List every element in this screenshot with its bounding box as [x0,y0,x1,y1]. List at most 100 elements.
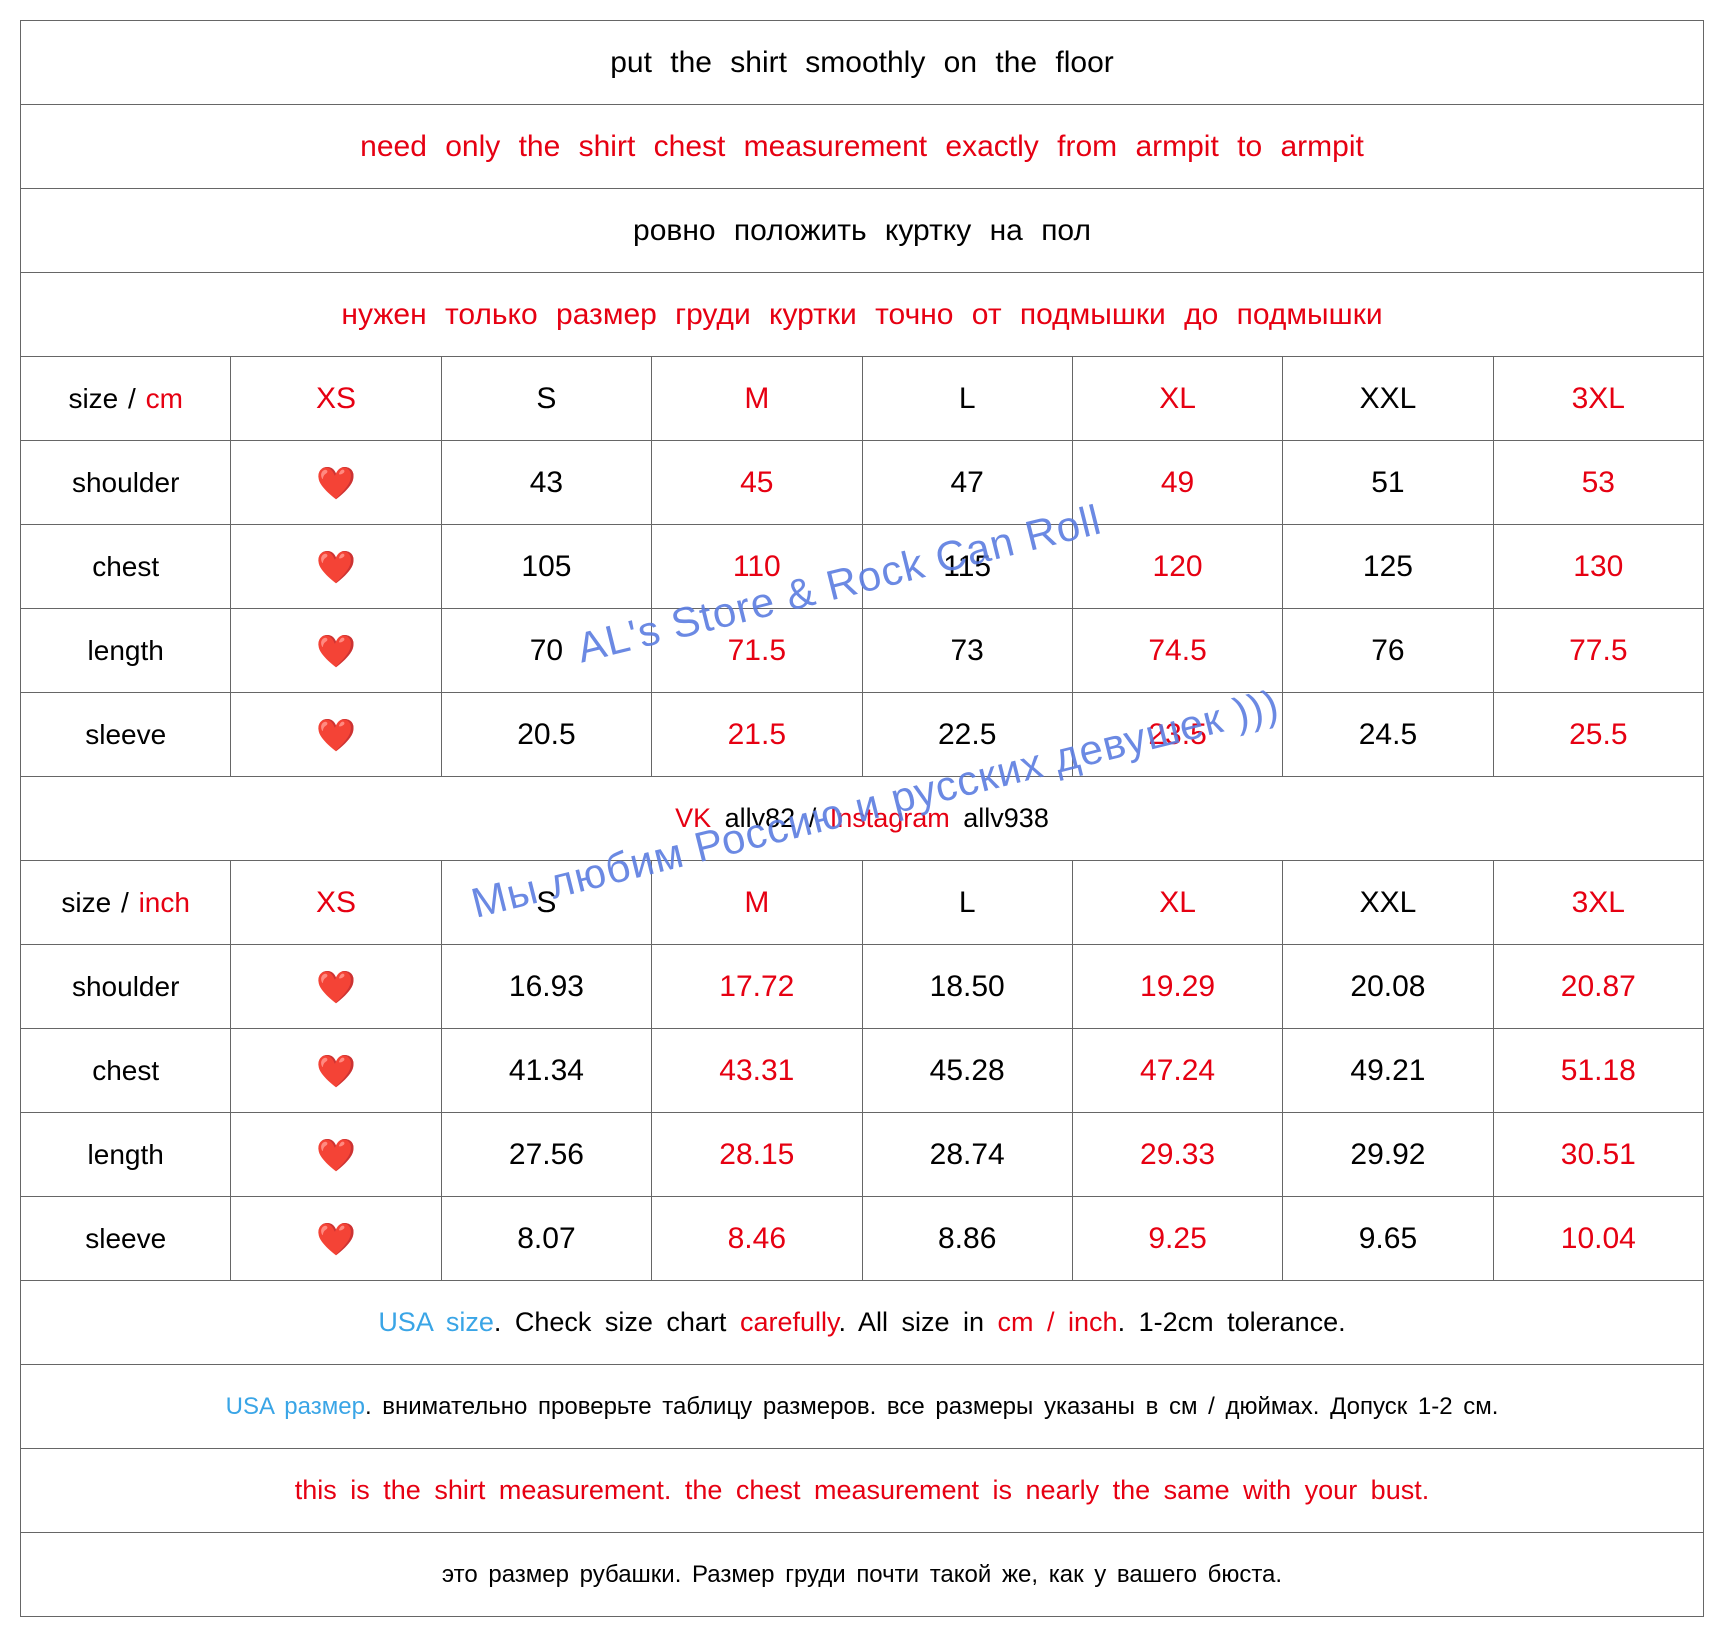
vk-handle: allv82 / [711,803,830,833]
size-s: S [441,861,651,945]
cm-sleeve-xxl: 24.5 [1283,693,1493,777]
cm-chest-s: 105 [441,525,651,609]
heart-icon: ❤️ [231,1197,441,1281]
size-3xl: 3XL [1493,861,1703,945]
cm-shoulder-xl: 49 [1072,441,1282,525]
heart-icon: ❤️ [231,1113,441,1197]
cm-sleeve-row: sleeve ❤️ 20.5 21.5 22.5 23.5 24.5 25.5 [21,693,1704,777]
heart-icon: ❤️ [231,945,441,1029]
inch-chest-xxl: 49.21 [1283,1029,1493,1113]
footer-part: . 1-2cm tolerance. [1118,1307,1346,1337]
header-row-3: ровно положить куртку на пол [21,189,1704,273]
inch-chest-s: 41.34 [441,1029,651,1113]
inch-sleeve-s: 8.07 [441,1197,651,1281]
size-l: L [862,861,1072,945]
inch-chest-m: 43.31 [652,1029,862,1113]
cm-size-label: size / cm [21,357,231,441]
instagram-label: Instagram [830,803,950,833]
cm-sleeve-xl: 23.5 [1072,693,1282,777]
cm-length-l: 73 [862,609,1072,693]
heart-icon: ❤️ [231,525,441,609]
inch-chest-3xl: 51.18 [1493,1029,1703,1113]
inch-shoulder-row: shoulder ❤️ 16.93 17.72 18.50 19.29 20.0… [21,945,1704,1029]
inch-length-s: 27.56 [441,1113,651,1197]
size-xs: XS [231,357,441,441]
cm-length-xl: 74.5 [1072,609,1282,693]
vk-label: VK [675,803,711,833]
social-row: VK allv82 / Instagram allv938 [21,777,1704,861]
cm-shoulder-l: 47 [862,441,1072,525]
cm-chest-l: 115 [862,525,1072,609]
size-xl: XL [1072,357,1282,441]
cm-sleeve-3xl: 25.5 [1493,693,1703,777]
inch-chest-row: chest ❤️ 41.34 43.31 45.28 47.24 49.21 5… [21,1029,1704,1113]
inch-sleeve-l: 8.86 [862,1197,1072,1281]
row-label-shoulder: shoulder [21,945,231,1029]
inch-shoulder-xxl: 20.08 [1283,945,1493,1029]
footer-usa-en: USA size. Check size chart carefully. Al… [21,1281,1704,1365]
size-xxl: XXL [1283,357,1493,441]
footer-part: . All size in [838,1307,997,1337]
cm-length-m: 71.5 [652,609,862,693]
size-s: S [441,357,651,441]
cm-sleeve-m: 21.5 [652,693,862,777]
cm-shoulder-row: shoulder ❤️ 43 45 47 49 51 53 [21,441,1704,525]
size-l: L [862,357,1072,441]
row-label-length: length [21,1113,231,1197]
row-label-length: length [21,609,231,693]
inch-sleeve-xxl: 9.65 [1283,1197,1493,1281]
cm-sleeve-s: 20.5 [441,693,651,777]
footer-carefully: carefully [740,1307,839,1337]
cm-unit: cm [146,383,183,414]
header-row-1: put the shirt smoothly on the floor [21,21,1704,105]
cm-shoulder-xxl: 51 [1283,441,1493,525]
size-m: M [652,861,862,945]
instagram-handle: allv938 [950,803,1049,833]
row-label-chest: chest [21,1029,231,1113]
row-label-chest: chest [21,525,231,609]
footer-shirt-en: this is the shirt measurement. the chest… [21,1449,1704,1533]
row-label-sleeve: sleeve [21,1197,231,1281]
inch-shoulder-m: 17.72 [652,945,862,1029]
inch-size-header-row: size / inch XS S M L XL XXL 3XL [21,861,1704,945]
inch-unit: inch [139,887,190,918]
cm-size-header-row: size / cm XS S M L XL XXL 3XL [21,357,1704,441]
size-3xl: 3XL [1493,357,1703,441]
size-xs: XS [231,861,441,945]
size-label-pre: size / [61,887,138,918]
heart-icon: ❤️ [231,693,441,777]
size-chart-table: put the shirt smoothly on the floor need… [20,20,1704,1617]
inch-sleeve-m: 8.46 [652,1197,862,1281]
heart-icon: ❤️ [231,609,441,693]
inch-length-row: length ❤️ 27.56 28.15 28.74 29.33 29.92 … [21,1113,1704,1197]
footer-usa-ru: USA размер. внимательно проверьте таблиц… [21,1365,1704,1449]
footer-shirt-ru: это размер рубашки. Размер груди почти т… [21,1533,1704,1617]
cm-length-xxl: 76 [1283,609,1493,693]
inch-sleeve-xl: 9.25 [1072,1197,1282,1281]
cm-length-row: length ❤️ 70 71.5 73 74.5 76 77.5 [21,609,1704,693]
cm-sleeve-l: 22.5 [862,693,1072,777]
footer-part-ru: . внимательно проверьте таблицу размеров… [365,1393,1498,1420]
size-m: M [652,357,862,441]
inch-chest-xl: 47.24 [1072,1029,1282,1113]
cm-shoulder-m: 45 [652,441,862,525]
footer-part: . Check size chart [494,1307,740,1337]
inch-length-m: 28.15 [652,1113,862,1197]
row-label-shoulder: shoulder [21,441,231,525]
inch-shoulder-xl: 19.29 [1072,945,1282,1029]
inch-sleeve-3xl: 10.04 [1493,1197,1703,1281]
inch-shoulder-l: 18.50 [862,945,1072,1029]
header-row-2: need only the shirt chest measurement ex… [21,105,1704,189]
inch-shoulder-s: 16.93 [441,945,651,1029]
usa-size-ru: USA размер [226,1393,365,1420]
inch-length-l: 28.74 [862,1113,1072,1197]
cm-shoulder-3xl: 53 [1493,441,1703,525]
inch-length-xl: 29.33 [1072,1113,1282,1197]
inch-shoulder-3xl: 20.87 [1493,945,1703,1029]
cm-length-3xl: 77.5 [1493,609,1703,693]
cm-chest-xl: 120 [1072,525,1282,609]
cm-shoulder-s: 43 [441,441,651,525]
size-xxl: XXL [1283,861,1493,945]
footer-cm-inch: cm / inch [998,1307,1118,1337]
row-label-sleeve: sleeve [21,693,231,777]
